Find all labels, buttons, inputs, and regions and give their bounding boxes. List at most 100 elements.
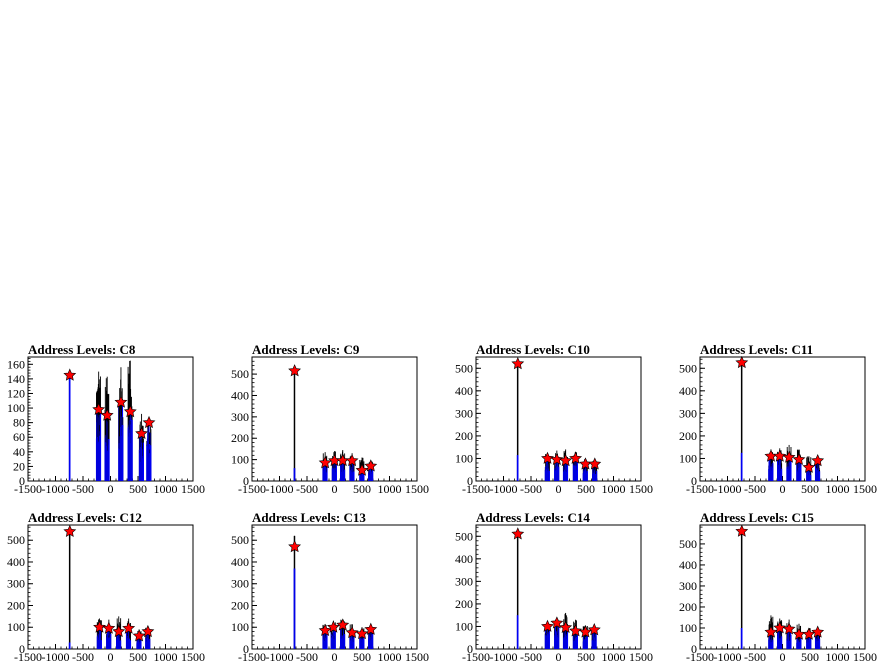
x-tick-label: 1500 — [405, 482, 429, 496]
y-tick-label: 300 — [7, 577, 25, 591]
y-tick-label: 400 — [455, 384, 473, 398]
peak-marker — [336, 618, 350, 631]
y-tick-label: 0 — [243, 474, 249, 488]
y-tick-label: 500 — [231, 533, 249, 547]
y-tick-label: 200 — [455, 429, 473, 443]
peak-marker — [511, 527, 525, 540]
x-tick-label: -1000 — [42, 650, 70, 664]
x-tick-label: 0 — [108, 482, 114, 496]
histogram-peak — [516, 362, 519, 481]
peak-marker — [92, 402, 106, 416]
peak-marker — [345, 625, 359, 639]
x-tick-label: 1000 — [602, 482, 626, 496]
histogram-peak — [68, 373, 71, 481]
x-tick-label: -500 — [72, 650, 94, 664]
y-tick-label: 60 — [13, 430, 25, 444]
y-tick-label: 0 — [691, 642, 697, 656]
x-tick-label: -1000 — [266, 650, 294, 664]
x-tick-label: -1000 — [42, 482, 70, 496]
peak-marker — [135, 426, 149, 440]
peak-marker — [541, 619, 554, 632]
x-tick-label: 0 — [108, 650, 114, 664]
peak-marker — [100, 408, 114, 421]
peak-marker — [550, 616, 564, 629]
peak-marker — [735, 524, 749, 537]
peak-marker — [123, 404, 137, 418]
chart-panel-8: Address Levels: C15 0 100 200 300 400 500 -1500… — [679, 510, 877, 664]
x-tick-label: -500 — [72, 482, 94, 496]
x-tick-label: -1500 — [686, 482, 714, 496]
chart-title: Address Levels: C13 — [252, 510, 366, 525]
y-tick-label: 400 — [679, 558, 697, 572]
x-tick-label: -1000 — [714, 650, 742, 664]
histogram-peak — [368, 627, 374, 649]
y-tick-label: 400 — [679, 384, 697, 398]
histogram-peak — [768, 449, 774, 481]
x-tick-label: 500 — [801, 650, 819, 664]
peak-marker — [102, 621, 116, 634]
x-tick-label: -1500 — [14, 650, 42, 664]
histogram-peak — [146, 419, 152, 481]
chart-title: Address Levels: C11 — [700, 342, 813, 357]
peak-marker — [63, 368, 77, 381]
peak-marker — [792, 452, 806, 465]
y-tick-label: 300 — [455, 574, 473, 588]
y-tick-label: 100 — [679, 451, 697, 465]
y-tick-label: 120 — [7, 386, 25, 400]
x-tick-label: 1000 — [826, 650, 850, 664]
histogram-peak — [95, 371, 102, 481]
x-tick-label: -500 — [744, 482, 766, 496]
x-tick-label: -1000 — [266, 482, 294, 496]
peak-marker — [318, 456, 332, 469]
y-tick-label: 300 — [679, 579, 697, 593]
chart-panel-5: Address Levels: C12 0 100 200 300 400 500 -1500… — [7, 510, 205, 664]
peak-marker — [735, 355, 749, 369]
y-tick-label: 20 — [13, 459, 25, 473]
peak-marker — [364, 459, 378, 472]
y-tick-label: 300 — [679, 406, 697, 420]
y-tick-label: 200 — [455, 597, 473, 611]
histogram-peak — [562, 449, 569, 481]
peak-marker — [541, 451, 554, 464]
y-tick-label: 400 — [7, 555, 25, 569]
y-tick-label: 300 — [455, 406, 473, 420]
chart-title: Address Levels: C9 — [252, 342, 360, 357]
x-tick-label: -1000 — [714, 482, 742, 496]
x-tick-label: 1000 — [154, 650, 178, 664]
x-tick-label: 0 — [556, 482, 562, 496]
x-tick-label: 1500 — [629, 650, 653, 664]
y-tick-label: 0 — [243, 642, 249, 656]
y-tick-label: 400 — [455, 552, 473, 566]
x-tick-label: -1500 — [238, 650, 266, 664]
peak-marker — [550, 452, 564, 465]
peak-marker — [355, 463, 369, 476]
peak-marker — [569, 624, 583, 637]
peak-marker — [355, 627, 369, 640]
histogram-peak — [592, 460, 598, 481]
y-tick-label: 0 — [467, 474, 473, 488]
y-tick-label: 200 — [679, 429, 697, 443]
x-tick-label: 1500 — [853, 650, 877, 664]
x-tick-label: 500 — [129, 482, 147, 496]
histogram-peak — [293, 367, 296, 481]
y-tick-label: 200 — [679, 600, 697, 614]
y-tick-label: 500 — [679, 537, 697, 551]
chart-panel-6: Address Levels: C13 0 100 200 300 400 500 -1500… — [231, 510, 429, 664]
chart-title: Address Levels: C14 — [476, 510, 590, 525]
peak-marker — [142, 415, 156, 429]
y-tick-label: 100 — [455, 451, 473, 465]
peak-marker — [141, 624, 155, 638]
peak-marker — [578, 625, 592, 638]
y-tick-label: 500 — [231, 367, 249, 381]
x-tick-label: 1500 — [181, 650, 205, 664]
x-tick-label: 1000 — [154, 482, 178, 496]
y-tick-label: 300 — [231, 577, 249, 591]
chart-panel-3: Address Levels: C10 0 100 200 300 400 500 -1500… — [455, 342, 653, 496]
x-tick-label: 0 — [780, 482, 786, 496]
y-tick-label: 100 — [231, 453, 249, 467]
peak-marker — [63, 524, 77, 538]
histogram-peak — [740, 361, 743, 481]
x-tick-label: 500 — [577, 650, 595, 664]
histogram-peak — [293, 535, 296, 649]
peak-marker — [288, 540, 302, 553]
